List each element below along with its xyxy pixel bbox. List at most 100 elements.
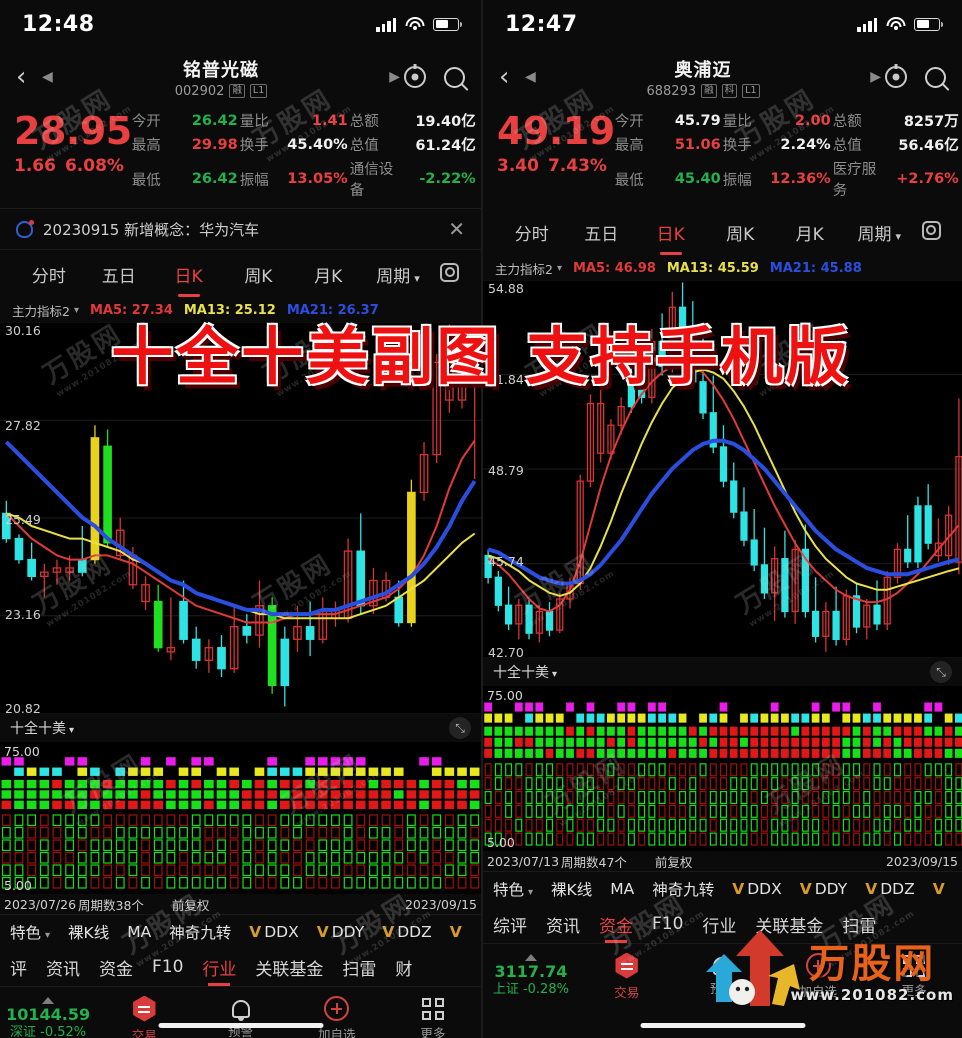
bottom-nav-加自选[interactable]: 加自选 bbox=[770, 953, 866, 1000]
bottom-nav-预警[interactable]: 预警 bbox=[192, 999, 288, 1038]
feature-item-特色[interactable]: 特色 bbox=[493, 878, 533, 900]
tab-周K[interactable]: 周K bbox=[726, 224, 755, 245]
feature-item-7[interactable]: V bbox=[933, 880, 948, 898]
concept-banner[interactable]: 20230915 新增概念：华为汽车 ✕ bbox=[0, 208, 481, 250]
tab-月K[interactable]: 月K bbox=[795, 224, 824, 245]
bottom-nav-交易[interactable]: 交易 bbox=[579, 952, 675, 1001]
section-tab-扫雷[interactable]: 扫雷 bbox=[342, 959, 377, 980]
chart-settings-button[interactable] bbox=[433, 262, 467, 286]
change-pct: 7.43% bbox=[547, 155, 607, 176]
search-icon[interactable] bbox=[444, 66, 465, 88]
feature-item-神奇九转[interactable]: 神奇九转 bbox=[169, 921, 231, 943]
caret-up-icon bbox=[42, 997, 55, 1005]
feature-item-MA[interactable]: MA bbox=[127, 923, 151, 941]
section-tab-财[interactable]: 财 bbox=[395, 959, 413, 980]
stat-value: 51.06 bbox=[674, 136, 721, 153]
next-stock-arrow[interactable]: ▶ bbox=[389, 69, 400, 85]
tab-五日[interactable]: 五日 bbox=[101, 266, 136, 287]
sub-indicator-name[interactable]: 十全十美 bbox=[10, 718, 74, 738]
chart-date-end: 2023/09/15 bbox=[404, 896, 477, 912]
feature-item-裸K线[interactable]: 裸K线 bbox=[68, 921, 109, 943]
tab-月K[interactable]: 月K bbox=[314, 266, 343, 287]
indicator-name[interactable]: 主力指标2 bbox=[12, 303, 70, 319]
bottom-nav-更多[interactable]: 更多 bbox=[385, 997, 481, 1038]
chart-meta: 周期数38个 前复权 bbox=[78, 895, 209, 914]
expand-icon[interactable]: ⤡ bbox=[449, 717, 471, 739]
kline-chart-wrapper[interactable]: 30.16 27.82 25.49 23.16 20.82 bbox=[0, 322, 481, 716]
tab-周K[interactable]: 周K bbox=[244, 266, 273, 287]
section-tab-行业[interactable]: 行业 bbox=[702, 916, 737, 937]
feature-item-裸K线[interactable]: 裸K线 bbox=[551, 878, 592, 900]
back-button[interactable]: ‹ bbox=[16, 62, 27, 92]
tab-五日[interactable]: 五日 bbox=[584, 224, 619, 245]
prev-stock-arrow[interactable]: ◀ bbox=[525, 69, 536, 85]
sub-indicator-name[interactable]: 十全十美 bbox=[493, 662, 557, 682]
bottom-nav-加自选[interactable]: 加自选 bbox=[289, 996, 385, 1038]
bottom-nav-交易[interactable]: 交易 bbox=[96, 995, 192, 1038]
bottom-nav-更多[interactable]: 更多 bbox=[866, 954, 962, 999]
quote-block: 28.95 1.66 6.08% 今开 26.42 量比 1.41 总额 19.40亿 最高 29.… bbox=[0, 106, 481, 208]
tab-分时[interactable]: 分时 bbox=[514, 224, 549, 245]
section-tab-F10[interactable]: F10 bbox=[152, 957, 184, 977]
section-tab-资讯[interactable]: 资讯 bbox=[46, 959, 80, 980]
ma21-value: MA21: 45.88 bbox=[769, 260, 862, 276]
search-icon[interactable] bbox=[925, 66, 946, 88]
feature-item-DDY[interactable]: V DDY bbox=[800, 880, 848, 898]
stock-code: 002902 bbox=[174, 83, 225, 99]
battery-icon bbox=[433, 17, 462, 31]
section-tab-资讯[interactable]: 资讯 bbox=[546, 916, 580, 937]
section-tab-资金[interactable]: 资金 bbox=[599, 912, 633, 937]
sub-indicator-chart[interactable] bbox=[0, 742, 481, 894]
stat-label: 总值 bbox=[832, 138, 862, 154]
section-tab-F10[interactable]: F10 bbox=[652, 914, 684, 934]
price-axis-label: 42.70 bbox=[488, 645, 524, 660]
feature-item-DDZ[interactable]: V DDZ bbox=[382, 923, 432, 941]
section-tab-行业[interactable]: 行业 bbox=[202, 955, 236, 980]
section-tab-关联基金[interactable]: 关联基金 bbox=[255, 959, 324, 980]
feature-item-7[interactable]: V bbox=[450, 923, 465, 941]
section-tab-评[interactable]: 评 bbox=[10, 959, 27, 980]
feature-item-DDY[interactable]: V DDY bbox=[317, 923, 365, 941]
section-tab-综评[interactable]: 综评 bbox=[493, 916, 527, 937]
nav-center: 铭普光磁 002902 融 L1 bbox=[53, 56, 389, 99]
section-tab-关联基金[interactable]: 关联基金 bbox=[755, 916, 824, 937]
feature-item-MA[interactable]: MA bbox=[610, 880, 634, 898]
bottom-nav-预警[interactable]: 预警 bbox=[675, 956, 771, 997]
kline-chart[interactable] bbox=[0, 322, 481, 714]
sub-indicator-chart[interactable] bbox=[483, 686, 962, 851]
prev-stock-arrow[interactable]: ◀ bbox=[42, 69, 53, 85]
next-stock-arrow[interactable]: ▶ bbox=[870, 69, 881, 85]
indicator-name[interactable]: 主力指标2 bbox=[495, 261, 553, 277]
feature-item-神奇九转[interactable]: 神奇九转 bbox=[652, 878, 714, 900]
expand-icon[interactable]: ⤡ bbox=[930, 661, 952, 683]
sub-indicator-wrapper[interactable]: 75.00 5.00 bbox=[483, 686, 962, 851]
kline-chart[interactable] bbox=[483, 280, 962, 658]
eye-icon[interactable] bbox=[885, 66, 907, 88]
stat-value: 13.05% bbox=[287, 171, 348, 187]
tab-日K[interactable]: 日K bbox=[154, 262, 224, 287]
eye-icon[interactable] bbox=[404, 66, 426, 88]
section-tab-扫雷[interactable]: 扫雷 bbox=[842, 916, 877, 937]
tab-周期[interactable]: 周期 bbox=[845, 220, 915, 245]
trade-icon bbox=[615, 952, 638, 979]
feature-item-DDZ[interactable]: V DDZ bbox=[865, 880, 915, 898]
market-index-item[interactable]: 10144.59 深证 -0.52% bbox=[0, 997, 96, 1038]
tab-日K[interactable]: 日K bbox=[636, 220, 706, 245]
tab-分时[interactable]: 分时 bbox=[31, 266, 66, 287]
sub-indicator-header: 十全十美 ⤡ bbox=[483, 658, 962, 686]
chart-settings-button[interactable] bbox=[914, 220, 948, 244]
market-index-item[interactable]: 3117.74 上证 -0.28% bbox=[483, 954, 579, 998]
section-tab-资金[interactable]: 资金 bbox=[99, 959, 133, 980]
feature-item-DDX[interactable]: V DDX bbox=[732, 880, 782, 898]
kline-chart-wrapper[interactable]: 54.88 51.84 48.79 45.74 42.70 bbox=[483, 280, 962, 660]
close-icon[interactable]: ✕ bbox=[448, 217, 465, 241]
stat-label: 换手 bbox=[239, 138, 269, 154]
back-button[interactable]: ‹ bbox=[499, 62, 510, 92]
sub-indicator-wrapper[interactable]: 75.00 5.00 bbox=[0, 742, 481, 894]
caret-up-icon bbox=[524, 954, 537, 962]
feature-item-特色[interactable]: 特色 bbox=[10, 921, 50, 943]
feature-item-DDX[interactable]: V DDX bbox=[249, 923, 299, 941]
tab-周期[interactable]: 周期 bbox=[363, 262, 433, 287]
